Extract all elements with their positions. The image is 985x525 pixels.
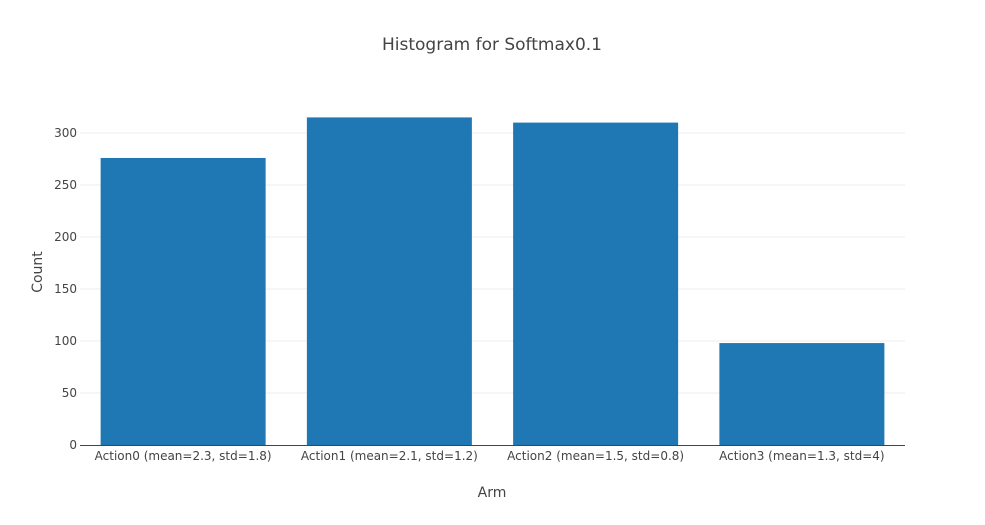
bars: [100, 117, 885, 446]
y-tick-label: 300: [54, 126, 77, 140]
x-tick-label: Action2 (mean=1.5, std=0.8): [507, 449, 684, 463]
y-axis-title: Count: [30, 251, 46, 293]
y-tick-label: 250: [54, 178, 77, 192]
bar-3: [719, 343, 885, 445]
x-axis-ticks: Action0 (mean=2.3, std=1.8) Action1 (mean…: [95, 449, 885, 463]
y-tick-label: 0: [69, 438, 77, 452]
y-tick-label: 50: [62, 386, 77, 400]
x-tick-label: Action1 (mean=2.1, std=1.2): [301, 449, 478, 463]
x-tick-label: Action3 (mean=1.3, std=4): [719, 449, 884, 463]
y-tick-label: 150: [54, 282, 77, 296]
y-tick-label: 100: [54, 334, 77, 348]
x-tick-label: Action0 (mean=2.3, std=1.8): [95, 449, 272, 463]
x-axis-title: Arm: [478, 485, 507, 501]
bar-2: [513, 122, 679, 445]
bar-0: [100, 157, 266, 445]
y-axis-ticks: 0 50 100 150 200 250 300: [54, 126, 77, 452]
bar-1: [306, 117, 472, 446]
y-tick-label: 200: [54, 230, 77, 244]
chart-title: Histogram for Softmax0.1: [382, 35, 602, 55]
